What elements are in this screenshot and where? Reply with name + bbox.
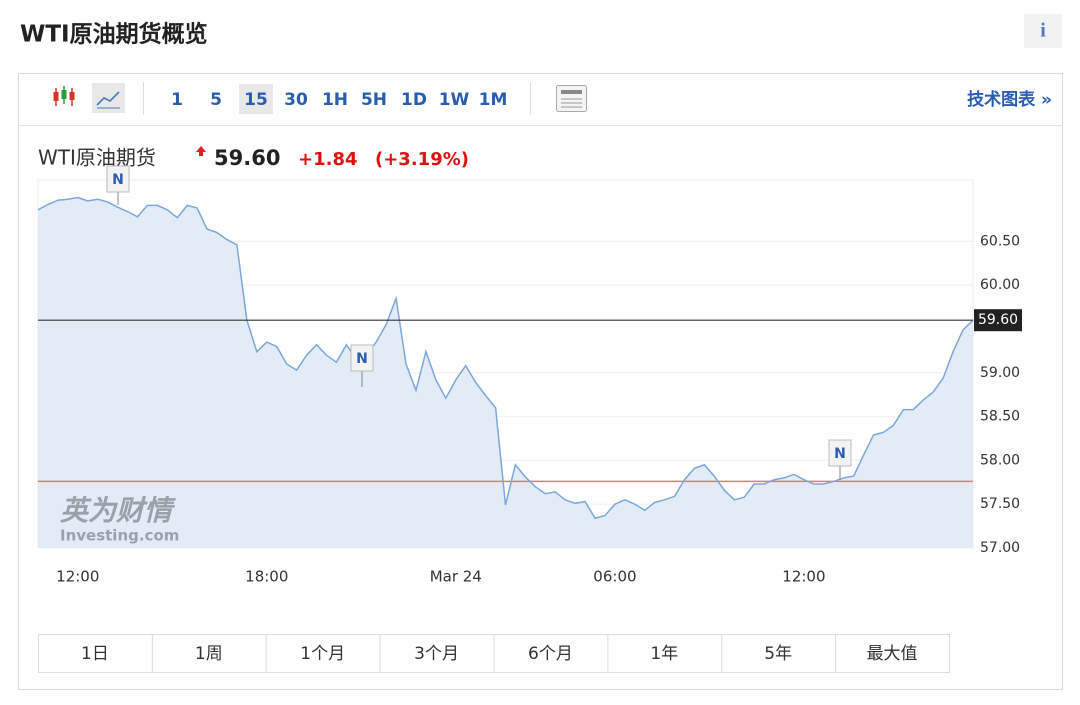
- line-icon: [96, 91, 120, 106]
- news-marker-label: N: [112, 172, 124, 188]
- interval-button[interactable]: 1: [171, 90, 183, 110]
- range-button-label: 1年: [650, 644, 678, 664]
- y-tick-label: 60.50: [980, 233, 1020, 249]
- interval-button[interactable]: 1H: [322, 90, 348, 110]
- up-arrow: [199, 152, 203, 156]
- y-tick-label: 59.00: [980, 365, 1020, 381]
- last-price-tag: [974, 309, 1022, 332]
- icon-part: [69, 92, 75, 100]
- x-tick-label: Mar 24: [430, 568, 482, 586]
- table-icon[interactable]: [556, 85, 587, 112]
- news-marker[interactable]: [828, 439, 852, 467]
- watermark-cn: 英为财情: [60, 494, 176, 527]
- interval-selected-bg: [239, 84, 273, 114]
- y-tick-label: 58.00: [980, 452, 1020, 468]
- info-button-bg[interactable]: [1024, 14, 1062, 48]
- range-button[interactable]: [151, 634, 267, 673]
- up-arrow: [196, 146, 206, 152]
- x-tick-label: 06:00: [593, 568, 636, 586]
- interval-button[interactable]: 1D: [401, 90, 427, 110]
- interval-button[interactable]: 5: [210, 90, 222, 110]
- range-button-label: 3个月: [414, 644, 459, 664]
- price-area: [38, 197, 973, 548]
- interval-button[interactable]: 1M: [479, 90, 508, 110]
- panel-border: [18, 73, 1063, 690]
- quote-change-pct: (+3.19%): [375, 149, 469, 170]
- quote-name: WTI原油期货: [38, 146, 156, 170]
- range-button[interactable]: [607, 634, 723, 673]
- news-marker-label: N: [356, 351, 368, 367]
- x-tick-label: 18:00: [245, 568, 288, 586]
- watermark-en: Investing.com: [60, 527, 179, 545]
- quote-price: 59.60: [214, 146, 280, 170]
- x-tick-label: 12:00: [782, 568, 825, 586]
- icon-part: [561, 90, 582, 94]
- icon-part: [61, 90, 67, 99]
- y-tick-label: 57.50: [980, 496, 1020, 512]
- range-button-label: 6个月: [528, 644, 573, 664]
- y-tick-label: 58.50: [980, 409, 1020, 425]
- range-button-label: 1个月: [300, 644, 345, 664]
- quote-change: +1.84: [298, 149, 358, 170]
- range-button-label: 5年: [764, 644, 792, 664]
- range-button[interactable]: [835, 634, 950, 673]
- y-tick-label: 60.00: [980, 277, 1020, 293]
- y-tick-label: 57.00: [980, 540, 1020, 556]
- interval-button[interactable]: 1W: [439, 90, 470, 110]
- range-button[interactable]: [379, 634, 495, 673]
- price-line: [37, 196, 974, 520]
- last-price-label: 59.60: [978, 312, 1018, 328]
- interval-button[interactable]: 30: [284, 90, 308, 110]
- news-marker[interactable]: [350, 344, 374, 372]
- range-button-label: 1周: [195, 644, 223, 664]
- interval-button[interactable]: 5H: [361, 90, 387, 110]
- news-marker-label: N: [834, 446, 846, 462]
- news-marker[interactable]: [106, 165, 130, 193]
- icon-part: [53, 92, 59, 101]
- candle-icon[interactable]: [53, 86, 75, 106]
- range-button-label: 最大值: [867, 644, 918, 664]
- range-button-label: 1日: [81, 644, 109, 664]
- page-title: WTI原油期货概览: [20, 21, 208, 48]
- info-button[interactable]: i: [1040, 20, 1046, 42]
- x-tick-label: 12:00: [56, 568, 99, 586]
- interval-button[interactable]: 15: [244, 90, 268, 110]
- range-button[interactable]: [493, 634, 609, 673]
- advanced-chart-link[interactable]: 技术图表 »: [967, 89, 1052, 110]
- range-button[interactable]: [721, 634, 837, 673]
